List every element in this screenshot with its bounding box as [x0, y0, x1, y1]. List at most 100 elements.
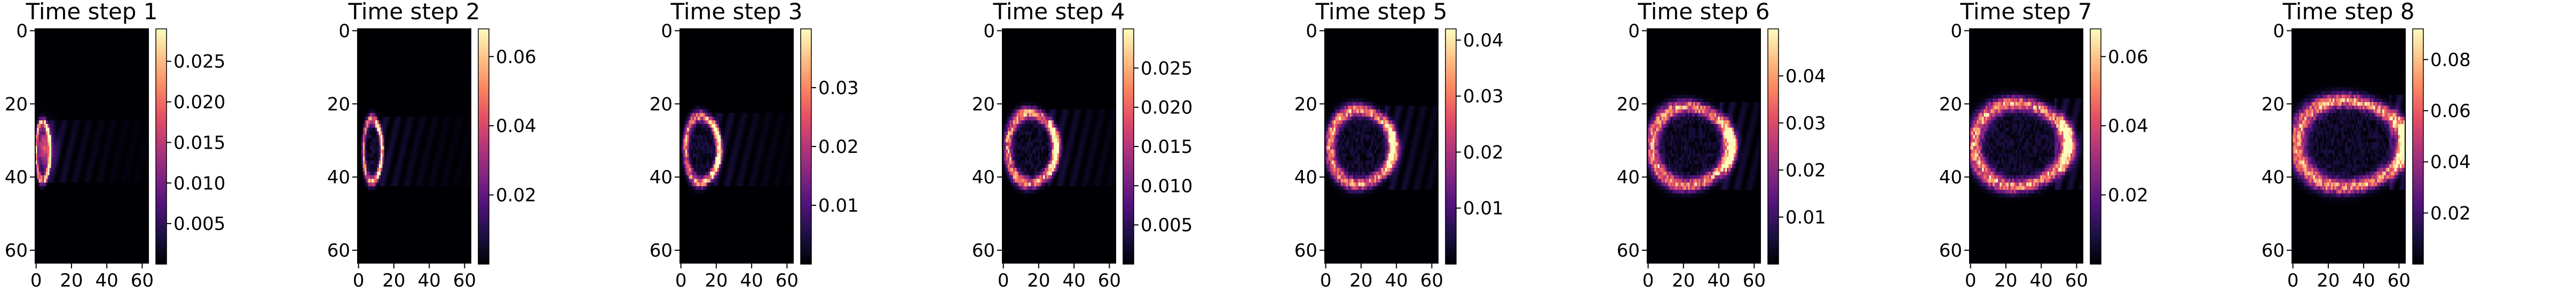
- heatmap-cell: [48, 142, 50, 146]
- heatmap-cell: [48, 168, 50, 172]
- heatmap-cell: [101, 33, 103, 36]
- heatmap-cell: [413, 43, 415, 47]
- heatmap-cell: [141, 43, 144, 47]
- heatmap-cell: [90, 245, 92, 249]
- heatmap-cell: [102, 55, 105, 58]
- heatmap-cell: [113, 40, 115, 44]
- heatmap-cell: [459, 36, 461, 40]
- heatmap-cell: [96, 58, 98, 62]
- heatmap-cell: [139, 51, 141, 55]
- heatmap-cell: [64, 29, 66, 33]
- heatmap-cell: [42, 55, 44, 58]
- heatmap-cell: [42, 150, 44, 153]
- heatmap-cell: [122, 113, 124, 117]
- heatmap-cell: [127, 110, 129, 113]
- heatmap-cell: [109, 88, 112, 91]
- heatmap-cell: [41, 95, 43, 98]
- heatmap-cell: [120, 43, 122, 47]
- heatmap-cell: [118, 33, 121, 36]
- heatmap-cell: [131, 197, 133, 201]
- heatmap-cell: [90, 51, 92, 55]
- heatmap-cell: [127, 73, 129, 76]
- heatmap-cell: [131, 175, 133, 179]
- heatmap-cell: [51, 186, 53, 190]
- heatmap-cell: [60, 142, 62, 146]
- heatmap-cell: [74, 62, 76, 66]
- heatmap-cell: [129, 91, 131, 95]
- heatmap-cell: [57, 190, 59, 194]
- heatmap-cell: [76, 88, 78, 91]
- heatmap-cell: [41, 73, 43, 76]
- heatmap-cell: [122, 55, 124, 58]
- heatmap-cell: [452, 33, 454, 36]
- heatmap-cell: [132, 157, 135, 161]
- heatmap-cell: [69, 256, 71, 259]
- heatmap-cell: [132, 249, 135, 252]
- heatmap-cell: [48, 223, 50, 227]
- heatmap-cell: [60, 135, 62, 138]
- heatmap-cell: [129, 182, 131, 186]
- heatmap-cell: [65, 80, 67, 84]
- heatmap-cell: [127, 51, 129, 55]
- heatmap-cell: [97, 102, 99, 106]
- heatmap-cell: [108, 138, 110, 142]
- heatmap-cell: [46, 160, 48, 164]
- heatmap-cell: [85, 120, 87, 124]
- heatmap-cell: [139, 146, 141, 150]
- heatmap-cell: [83, 55, 85, 58]
- heatmap-cell: [372, 36, 374, 40]
- heatmap-cell: [93, 223, 96, 227]
- heatmap-cell: [111, 215, 113, 219]
- heatmap-cell: [109, 80, 112, 84]
- heatmap-cell: [92, 201, 94, 205]
- heatmap-cell: [92, 135, 94, 138]
- heatmap-cell: [141, 215, 144, 219]
- heatmap-cell: [101, 153, 103, 157]
- panel-title: Time step 1: [25, 0, 157, 25]
- heatmap-cell: [106, 95, 108, 98]
- heatmap-cell: [145, 230, 147, 234]
- heatmap-cell: [81, 73, 83, 76]
- heatmap-cell: [145, 69, 147, 73]
- heatmap-cell: [65, 65, 67, 69]
- heatmap-cell: [58, 36, 60, 40]
- heatmap-cell: [367, 29, 369, 33]
- heatmap-cell: [76, 201, 78, 205]
- heatmap-cell: [120, 91, 122, 95]
- heatmap-cell: [37, 256, 39, 259]
- heatmap-cell: [141, 88, 144, 91]
- heatmap-cell: [129, 69, 131, 73]
- heatmap-cell: [65, 153, 67, 157]
- heatmap-cell: [65, 124, 67, 128]
- heatmap-cell: [58, 212, 60, 215]
- heatmap-cell: [446, 29, 448, 33]
- heatmap-cell: [465, 29, 468, 33]
- heatmap-cell: [124, 197, 126, 201]
- heatmap-cell: [42, 175, 44, 179]
- heatmap-cell: [70, 76, 73, 80]
- heatmap-cell: [80, 215, 82, 219]
- heatmap-cell: [143, 102, 145, 106]
- heatmap-cell: [444, 36, 446, 40]
- heatmap-cell: [54, 223, 57, 227]
- heatmap-cell: [46, 58, 48, 62]
- heatmap-cell: [46, 227, 48, 230]
- heatmap-cell: [116, 33, 118, 36]
- heatmap-cell: [65, 142, 67, 146]
- heatmap-cell: [80, 43, 82, 47]
- heatmap-cell: [136, 138, 138, 142]
- heatmap-cell: [83, 160, 85, 164]
- heatmap-cell: [104, 65, 106, 69]
- heatmap-cell: [111, 69, 113, 73]
- heatmap-cell: [57, 197, 59, 201]
- heatmap-cell: [145, 182, 147, 186]
- heatmap-cell: [37, 160, 39, 164]
- heatmap-cell: [97, 201, 99, 205]
- heatmap-cell: [135, 186, 137, 190]
- heatmap-cell: [93, 84, 96, 88]
- heatmap-cell: [413, 33, 415, 36]
- heatmap-cell: [39, 179, 41, 183]
- heatmap-cell: [37, 135, 39, 138]
- heatmap-cell: [398, 47, 400, 51]
- heatmap-cell: [50, 208, 52, 212]
